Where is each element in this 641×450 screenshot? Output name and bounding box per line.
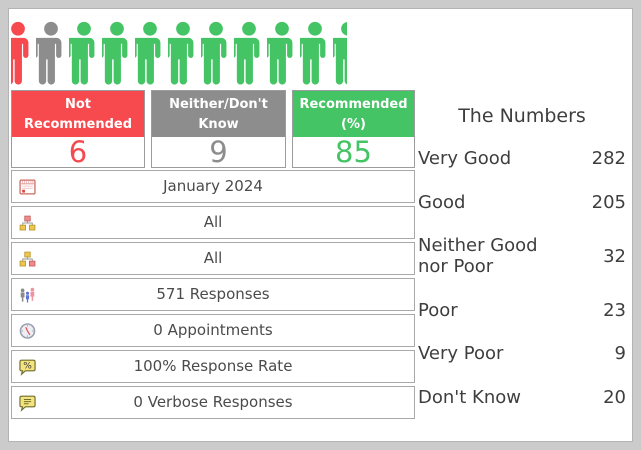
filter-row-calendar[interactable]: January 2024 xyxy=(11,170,415,203)
numbers-row-label: Good xyxy=(418,191,466,213)
filter-icon-slot xyxy=(19,286,36,303)
filter-row-clock[interactable]: 0 Appointments xyxy=(11,314,415,347)
stat-value: 85 xyxy=(335,135,372,169)
numbers-row: Good 205 xyxy=(418,191,626,214)
stat-label: Recommended xyxy=(299,97,408,112)
person-icon-recommended xyxy=(168,21,194,85)
person-icon-neither xyxy=(36,21,62,85)
numbers-title: The Numbers xyxy=(458,105,586,127)
percent-bubble-icon: % xyxy=(19,359,36,375)
numbers-row-value: 23 xyxy=(603,299,626,321)
calendar-icon xyxy=(19,178,36,195)
pictogram xyxy=(11,21,347,87)
filter-row-comment-bubble[interactable]: 0 Verbose Responses xyxy=(11,386,415,419)
person-icon-not_recommended xyxy=(11,21,29,85)
stat-header: Recommended (%) xyxy=(293,91,414,137)
numbers-row-value: 32 xyxy=(603,245,626,267)
numbers-rows: Very Good 282 Good 205 Neither Good nor … xyxy=(418,148,626,409)
person-icon-recommended xyxy=(69,21,95,85)
filter-row-percent-bubble[interactable]: % 100% Response Rate xyxy=(11,350,415,383)
person-icon-recommended xyxy=(300,21,326,85)
numbers-row-label: Very Good xyxy=(418,148,512,169)
filter-icon-slot xyxy=(19,322,36,339)
stat-label: Not Recommended xyxy=(23,97,133,132)
numbers-row-value: 9 xyxy=(614,343,626,365)
filter-text: 571 Responses xyxy=(156,285,270,303)
filter-row-people[interactable]: 571 Responses xyxy=(11,278,415,311)
person-icon-recommended xyxy=(201,21,227,85)
numbers-row-label: Very Poor xyxy=(418,343,504,365)
person-icon-recommended xyxy=(267,21,293,85)
filter-text: 100% Response Rate xyxy=(133,357,293,375)
filter-text: All xyxy=(203,213,223,231)
stat-unit: (%) xyxy=(65,136,91,151)
numbers-row-value: 282 xyxy=(591,148,626,169)
filter-row-org-yellow-top[interactable]: All xyxy=(11,242,415,275)
stat-label: Neither/Don't Know xyxy=(169,97,268,132)
filter-rows: January 2024 All All 571 Responses xyxy=(11,170,415,419)
stat-unit: (%) xyxy=(206,136,231,151)
person-icon-recommended xyxy=(135,21,161,85)
filter-icon-slot xyxy=(19,250,36,267)
stat-value: 6 xyxy=(68,135,88,169)
clock-icon xyxy=(19,322,36,339)
numbers-row-label: Neither Good nor Poor xyxy=(418,235,538,278)
svg-text:%: % xyxy=(23,361,32,371)
numbers-row: Very Poor 9 xyxy=(418,344,626,365)
filter-text: January 2024 xyxy=(163,177,263,195)
stat-header: Neither/Don't Know (%) xyxy=(152,91,285,151)
filter-icon-slot xyxy=(19,394,36,411)
numbers-panel: The Numbers Very Good 282 Good 205 Neith… xyxy=(418,105,626,432)
numbers-row: Poor 23 xyxy=(418,299,626,322)
filter-icon-slot: % xyxy=(19,358,36,375)
stat-box: Recommended (%) 85 xyxy=(292,90,415,168)
numbers-row: Neither Good nor Poor 32 xyxy=(418,235,626,278)
stat-value: 9 xyxy=(209,135,228,169)
numbers-row-value: 20 xyxy=(603,387,626,409)
comment-bubble-icon xyxy=(19,395,36,411)
filter-icon-slot xyxy=(19,178,36,195)
person-icon-recommended xyxy=(234,21,260,85)
org-chart-icon xyxy=(19,251,36,266)
stat-header: Not Recommended (%) xyxy=(12,91,144,151)
filter-text: 0 Appointments xyxy=(153,321,273,339)
numbers-row-label: Don't Know xyxy=(418,387,521,409)
dashboard-canvas: Not Recommended (%) 6 Neither/Don't Know… xyxy=(8,8,633,442)
numbers-row: Very Good 282 xyxy=(418,148,626,170)
numbers-row-value: 205 xyxy=(591,191,626,213)
stat-box: Neither/Don't Know (%) 9 xyxy=(151,90,286,168)
person-icon-recommended xyxy=(333,21,347,85)
stat-boxes: Not Recommended (%) 6 Neither/Don't Know… xyxy=(11,90,415,168)
numbers-row: Don't Know 20 xyxy=(418,387,626,409)
numbers-row-label: Poor xyxy=(418,299,458,321)
stat-unit: (%) xyxy=(341,116,366,132)
filter-row-org-red-top[interactable]: All xyxy=(11,206,415,239)
people-icon xyxy=(20,287,35,302)
filter-icon-slot xyxy=(19,214,36,231)
filter-text: 0 Verbose Responses xyxy=(133,393,293,411)
org-chart-icon xyxy=(19,215,36,230)
filter-text: All xyxy=(203,249,223,267)
person-icon-recommended xyxy=(102,21,128,85)
stat-box: Not Recommended (%) 6 xyxy=(11,90,145,168)
